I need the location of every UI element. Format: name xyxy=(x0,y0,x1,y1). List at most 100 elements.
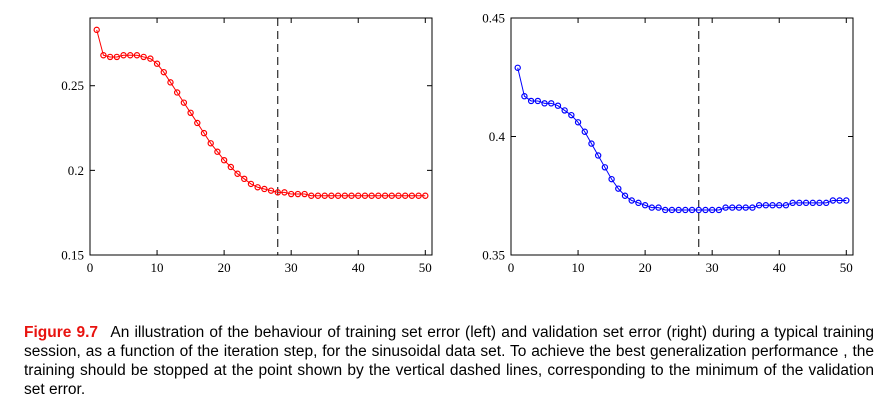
data-point xyxy=(816,199,823,207)
data-point xyxy=(328,192,335,199)
plot-frame xyxy=(89,17,433,256)
data-point xyxy=(127,52,134,59)
data-point xyxy=(554,102,562,109)
x-tick-label: 0 xyxy=(87,260,94,275)
data-point xyxy=(735,204,743,211)
data-point xyxy=(147,55,154,62)
series-line xyxy=(517,67,847,211)
x-tick-label: 20 xyxy=(639,260,652,275)
data-point xyxy=(695,206,702,214)
data-point xyxy=(294,190,302,198)
x-tick-label: 10 xyxy=(151,260,164,275)
data-point xyxy=(802,199,810,207)
data-point xyxy=(822,199,830,207)
x-tick-label: 50 xyxy=(419,260,432,275)
data-point xyxy=(247,180,255,188)
data-point xyxy=(843,197,850,204)
y-tick-label: 0.15 xyxy=(61,248,84,263)
data-point xyxy=(408,192,416,199)
data-point xyxy=(214,148,221,155)
y-tick-label: 0.4 xyxy=(489,129,506,144)
data-point xyxy=(581,128,588,135)
caption-text: An illustration of the behaviour of trai… xyxy=(24,324,875,398)
data-point xyxy=(836,197,843,204)
data-point xyxy=(93,26,100,34)
data-point xyxy=(254,184,261,191)
data-point xyxy=(628,197,635,204)
data-point xyxy=(702,206,709,214)
data-point xyxy=(688,206,696,214)
data-point xyxy=(341,192,349,199)
data-point xyxy=(274,189,281,196)
data-point xyxy=(234,170,241,177)
data-point xyxy=(314,192,322,199)
data-point xyxy=(381,192,389,199)
data-point xyxy=(574,119,582,126)
y-tick-label: 0.45 xyxy=(482,11,505,26)
data-point xyxy=(588,140,595,147)
data-point xyxy=(207,140,214,147)
data-point xyxy=(267,187,275,194)
figure-caption: Figure 9.7 An illustration of the behavi… xyxy=(24,323,874,399)
data-point xyxy=(334,192,342,199)
y-tick-label: 0.35 xyxy=(482,248,505,263)
x-tick-label: 10 xyxy=(572,260,585,275)
data-point xyxy=(106,53,114,61)
data-point xyxy=(388,192,395,199)
data-point xyxy=(100,52,107,59)
data-point xyxy=(167,79,174,86)
data-point xyxy=(641,202,649,209)
data-point xyxy=(742,204,749,211)
data-point xyxy=(395,192,402,199)
data-point xyxy=(568,111,575,119)
data-point xyxy=(682,206,689,214)
data-point xyxy=(708,206,716,214)
data-point xyxy=(187,109,194,117)
x-tick-label: 40 xyxy=(773,260,786,275)
x-tick-label: 30 xyxy=(285,260,298,275)
data-point xyxy=(348,192,355,199)
x-tick-label: 30 xyxy=(706,260,719,275)
data-point xyxy=(521,93,528,100)
data-point xyxy=(749,204,756,211)
data-point xyxy=(160,68,167,76)
data-point xyxy=(514,64,521,71)
data-point xyxy=(361,192,369,199)
data-point xyxy=(548,100,555,107)
data-point xyxy=(769,202,776,209)
data-point xyxy=(635,199,642,207)
data-point xyxy=(173,89,181,96)
data-point xyxy=(308,192,315,199)
data-point xyxy=(601,164,609,171)
data-point xyxy=(541,100,548,107)
data-point xyxy=(715,206,723,214)
training-error-chart: 0 10 20 30 40 50 0.15 0.2 0.25 xyxy=(61,17,433,275)
data-point xyxy=(534,97,542,105)
data-point xyxy=(287,190,295,198)
data-point xyxy=(194,119,201,127)
data-point xyxy=(782,202,790,209)
data-point xyxy=(281,189,288,196)
data-point xyxy=(415,192,422,199)
data-point xyxy=(133,52,141,59)
data-point xyxy=(615,185,622,192)
data-point xyxy=(776,202,783,209)
data-point xyxy=(321,192,328,199)
data-point xyxy=(422,192,429,199)
data-point xyxy=(722,204,729,211)
data-point xyxy=(227,163,235,171)
data-point xyxy=(561,107,568,114)
figure-label: Figure 9.7 xyxy=(24,324,99,341)
data-point xyxy=(762,202,770,209)
data-point xyxy=(220,156,228,164)
data-point xyxy=(621,192,629,199)
validation-error-chart: 0 10 20 30 40 50 0.35 0.4 0.45 xyxy=(482,11,854,275)
x-tick-label: 40 xyxy=(352,260,365,275)
data-point xyxy=(241,175,248,183)
series-line xyxy=(96,29,426,197)
data-point xyxy=(355,192,362,199)
data-point xyxy=(180,99,188,106)
data-point xyxy=(668,206,676,214)
data-point xyxy=(755,202,763,209)
data-point xyxy=(200,129,208,137)
